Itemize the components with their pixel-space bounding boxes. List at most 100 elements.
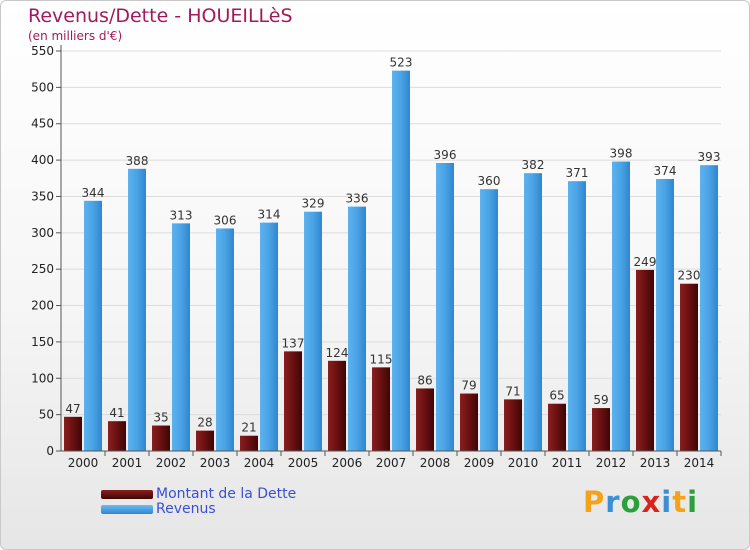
data-label-debt: 28 <box>197 416 212 430</box>
bar-debt <box>680 283 698 451</box>
bar-revenue <box>216 228 234 451</box>
bar-debt <box>240 435 258 451</box>
data-label-debt: 59 <box>593 393 608 407</box>
proxiti-logo: Proxiti <box>583 485 698 519</box>
logo-letter: P <box>583 485 606 519</box>
data-label-revenue: 374 <box>654 164 677 178</box>
bar-debt <box>592 408 610 451</box>
data-label-debt: 21 <box>241 421 256 435</box>
bar-debt <box>152 425 170 451</box>
data-label-revenue: 523 <box>390 56 413 70</box>
x-tick-label: 2005 <box>288 456 319 470</box>
x-tick-label: 2004 <box>244 456 275 470</box>
data-label-revenue: 329 <box>302 197 325 211</box>
x-tick-label: 2012 <box>596 456 627 470</box>
bar-revenue <box>568 181 586 451</box>
data-label-revenue: 393 <box>698 150 721 164</box>
chart-subtitle: (en milliers d'€) <box>28 29 123 43</box>
bar-revenue <box>304 211 322 451</box>
data-label-revenue: 344 <box>82 186 105 200</box>
x-tick-label: 2011 <box>552 456 583 470</box>
bar-revenue <box>172 223 190 451</box>
logo-letter: o <box>620 485 642 519</box>
data-label-debt: 115 <box>370 352 393 366</box>
y-tick-label: 150 <box>31 335 54 349</box>
x-tick-label: 2002 <box>156 456 187 470</box>
bar-debt <box>504 399 522 451</box>
data-label-debt: 79 <box>461 379 476 393</box>
logo-letter: x <box>641 485 662 519</box>
data-label-debt: 86 <box>417 373 432 387</box>
data-label-debt: 230 <box>678 269 701 283</box>
x-tick-label: 2014 <box>684 456 715 470</box>
x-tick-label: 2001 <box>112 456 143 470</box>
bar-revenue <box>436 163 454 451</box>
x-tick-label: 2000 <box>68 456 99 470</box>
bar-debt <box>548 403 566 451</box>
x-tick-label: 2007 <box>376 456 407 470</box>
bar-debt <box>416 388 434 451</box>
bar-revenue <box>392 70 410 452</box>
data-label-revenue: 396 <box>434 148 457 162</box>
bar-debt <box>372 367 390 451</box>
y-tick-label: 550 <box>31 44 54 58</box>
y-tick-label: 250 <box>31 262 54 276</box>
x-tick-label: 2010 <box>508 456 539 470</box>
legend-label-debt: Montant de la Dette <box>156 486 297 502</box>
data-label-revenue: 336 <box>346 192 369 206</box>
data-label-debt: 249 <box>634 255 657 269</box>
x-tick-label: 2009 <box>464 456 495 470</box>
data-label-revenue: 314 <box>258 208 281 222</box>
legend-swatch-debt <box>101 490 153 499</box>
legend-label-revenue: Revenus <box>156 501 216 517</box>
chart-title: Revenus/Dette - HOUEILLèS <box>28 5 293 27</box>
data-label-debt: 71 <box>505 384 520 398</box>
logo-letter: i <box>687 485 699 519</box>
x-tick-label: 2008 <box>420 456 451 470</box>
legend-swatch-revenue <box>101 505 153 514</box>
bar-revenue <box>84 200 102 451</box>
y-tick-label: 450 <box>31 117 54 131</box>
data-label-revenue: 306 <box>214 213 237 227</box>
logo-letter: t <box>672 485 688 519</box>
data-label-debt: 124 <box>326 346 349 360</box>
bar-revenue <box>260 222 278 451</box>
bar-revenue <box>612 161 630 451</box>
x-tick-label: 2013 <box>640 456 671 470</box>
logo-letter: r <box>605 485 621 519</box>
bar-debt <box>328 360 346 451</box>
bar-debt <box>64 416 82 451</box>
bar-revenue <box>700 165 718 451</box>
x-tick-label: 2003 <box>200 456 231 470</box>
y-tick-label: 300 <box>31 226 54 240</box>
data-label-revenue: 360 <box>478 174 501 188</box>
y-tick-label: 50 <box>39 408 54 422</box>
y-tick-label: 100 <box>31 371 54 385</box>
y-tick-label: 0 <box>46 444 54 458</box>
bar-debt <box>196 430 214 451</box>
data-label-revenue: 382 <box>522 158 545 172</box>
bar-debt <box>460 393 478 451</box>
bar-revenue <box>656 179 674 451</box>
data-label-debt: 65 <box>549 389 564 403</box>
y-tick-label: 500 <box>31 80 54 94</box>
x-tick-label: 2006 <box>332 456 363 470</box>
y-tick-label: 200 <box>31 299 54 313</box>
data-label-revenue: 313 <box>170 208 193 222</box>
data-label-revenue: 388 <box>126 154 149 168</box>
bar-revenue <box>128 168 146 451</box>
data-label-debt: 47 <box>65 402 80 416</box>
y-tick-label: 350 <box>31 189 54 203</box>
logo-letter: i <box>661 485 673 519</box>
bar-debt <box>108 421 126 451</box>
bar-debt <box>636 269 654 451</box>
data-label-revenue: 398 <box>610 147 633 161</box>
data-label-debt: 41 <box>109 406 124 420</box>
bar-revenue <box>480 189 498 451</box>
bar-revenue <box>524 173 542 451</box>
data-label-revenue: 371 <box>566 166 589 180</box>
bar-debt <box>284 351 302 451</box>
data-label-debt: 35 <box>153 411 168 425</box>
